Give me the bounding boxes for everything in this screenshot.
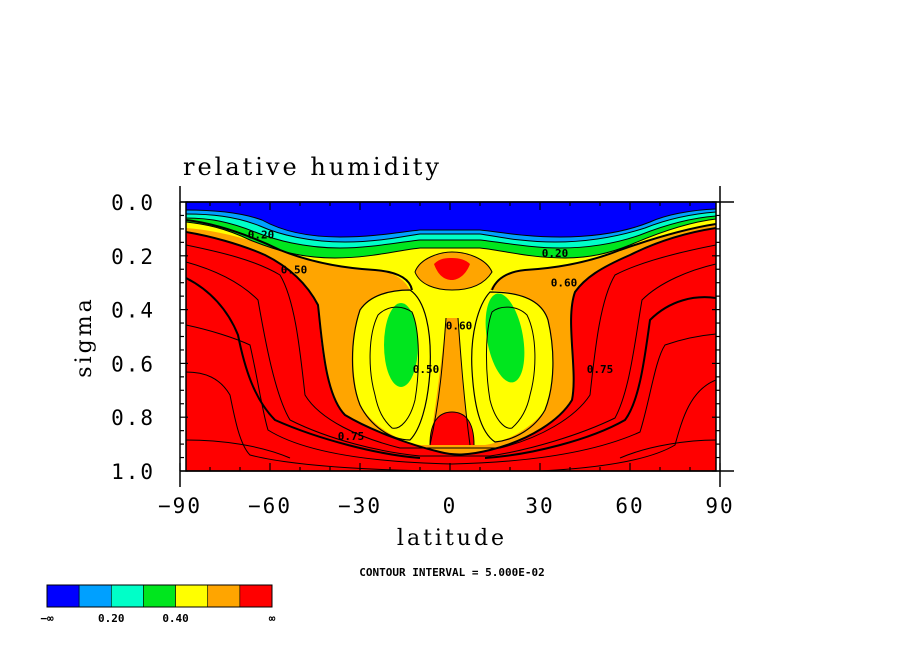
colorbar-swatch <box>207 584 241 608</box>
contour-label: 0.20 <box>542 247 569 260</box>
x-tick-label: 60 <box>615 494 644 518</box>
colorbar-label: 0.40 <box>162 612 189 625</box>
cell-green-south <box>384 303 418 387</box>
x-tick-label: 30 <box>525 494 554 518</box>
y-tick-label: 1.0 <box>111 460 155 484</box>
colorbar-label: ∞ <box>269 612 276 625</box>
band-red-top <box>434 258 470 280</box>
contour-label: 0.50 <box>413 363 440 376</box>
colorbar-label: 0.20 <box>98 612 125 625</box>
y-tick-label: 0.8 <box>111 406 155 430</box>
x-tick-label: 90 <box>705 494 734 518</box>
y-tick-label: 0.6 <box>111 352 155 376</box>
colorbar-swatch <box>78 584 112 608</box>
y-tick-label: 0.2 <box>111 245 155 269</box>
x-tick-label: −90 <box>158 494 202 518</box>
cell-green-north <box>485 293 525 383</box>
contour-label: 0.60 <box>446 320 473 333</box>
colorbar-label: −∞ <box>40 612 54 625</box>
band-red-center <box>430 412 474 445</box>
contour-label: 0.75 <box>587 363 614 376</box>
contour-label: 0.20 <box>248 228 275 241</box>
contour-label: 0.75 <box>338 430 365 443</box>
y-axis-label: sigma <box>72 296 97 377</box>
colorbar-swatch <box>143 584 176 608</box>
colorbar-swatch <box>110 584 144 608</box>
x-tick-label: −30 <box>338 494 382 518</box>
y-tick-label: 0.0 <box>111 191 155 215</box>
colorbar-swatch <box>46 584 80 608</box>
band-blue <box>186 202 716 237</box>
colorbar-frame <box>46 584 273 608</box>
contour-label: 0.60 <box>551 277 578 290</box>
axis-ticks <box>179 201 721 472</box>
x-tick-labels: −90 −60 −30 0 30 60 90 <box>158 494 734 518</box>
contour-plot: 0.20 0.20 0.50 0.60 0.60 0.50 0.75 0.75 <box>186 202 716 471</box>
y-tick-labels: 0.0 0.2 0.4 0.6 0.8 1.0 <box>111 191 155 484</box>
contour-label: 0.50 <box>281 263 308 276</box>
contour-lines <box>186 208 716 471</box>
x-axis-label: latitude <box>397 526 507 551</box>
colorbar-swatch <box>175 584 209 608</box>
colorbar-swatch <box>239 584 273 608</box>
chart-title: relative humidity <box>183 153 442 181</box>
x-tick-label: −60 <box>248 494 292 518</box>
contour-interval-note: CONTOUR INTERVAL = 5.000E-02 <box>359 566 544 579</box>
y-tick-label: 0.4 <box>111 299 155 323</box>
x-tick-label: 0 <box>443 494 458 518</box>
colorbar-labels: −∞ 0.20 0.40 ∞ <box>40 612 275 625</box>
colorbar <box>46 584 273 608</box>
contour-label-group: 0.20 0.20 0.50 0.60 0.60 0.50 0.75 0.75 <box>248 228 614 443</box>
